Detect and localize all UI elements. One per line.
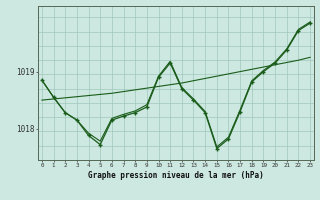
X-axis label: Graphe pression niveau de la mer (hPa): Graphe pression niveau de la mer (hPa)	[88, 171, 264, 180]
